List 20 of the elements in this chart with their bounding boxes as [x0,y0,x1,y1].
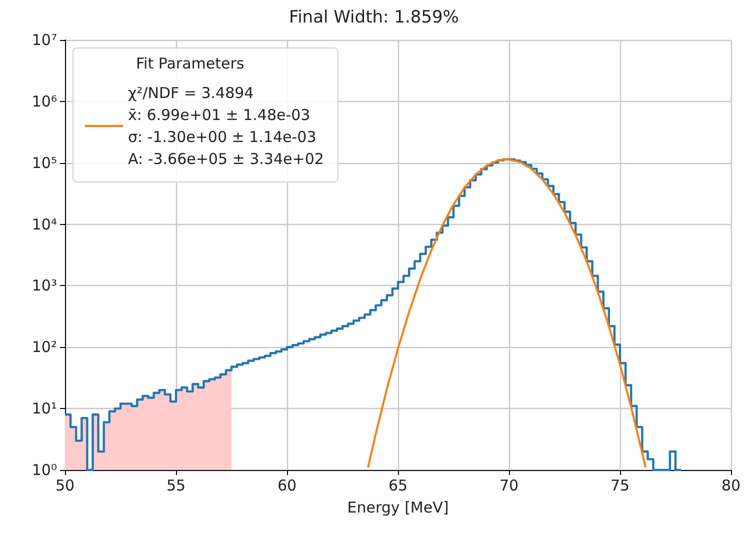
x-tick-label: 65 [388,476,408,494]
x-axis-title: Energy [MeV] [347,498,449,516]
y-tick-label: 10² [32,338,57,356]
y-tick-label: 10⁵ [32,154,57,172]
y-tick-label: 10¹ [32,400,57,418]
y-tick-label: 10⁶ [32,92,57,110]
y-tick-label: 10³ [32,276,57,295]
legend-label: χ²/NDF = 3.4894 x̄: 6.99e+01 ± 1.48e-03 σ: -1.30e+00 ± 1.14e-03 A: -3.66e+05 ± 3.34e+02 [128,84,324,168]
legend-title: Fit Parameters [136,54,244,72]
x-tick-label: 80 [721,476,741,494]
x-tick-label: 70 [499,476,519,494]
x-tick-label: 55 [166,476,186,494]
x-tick-label: 50 [55,476,75,494]
chart-title: Final Width: 1.859% [289,8,459,28]
x-tick-label: 60 [277,476,297,494]
x-tick-label: 75 [610,476,630,494]
line-series [367,158,647,468]
y-tick-label: 10⁴ [32,215,57,234]
y-tick-label: 10⁰ [32,461,57,479]
y-tick-label: 10⁷ [32,31,57,49]
